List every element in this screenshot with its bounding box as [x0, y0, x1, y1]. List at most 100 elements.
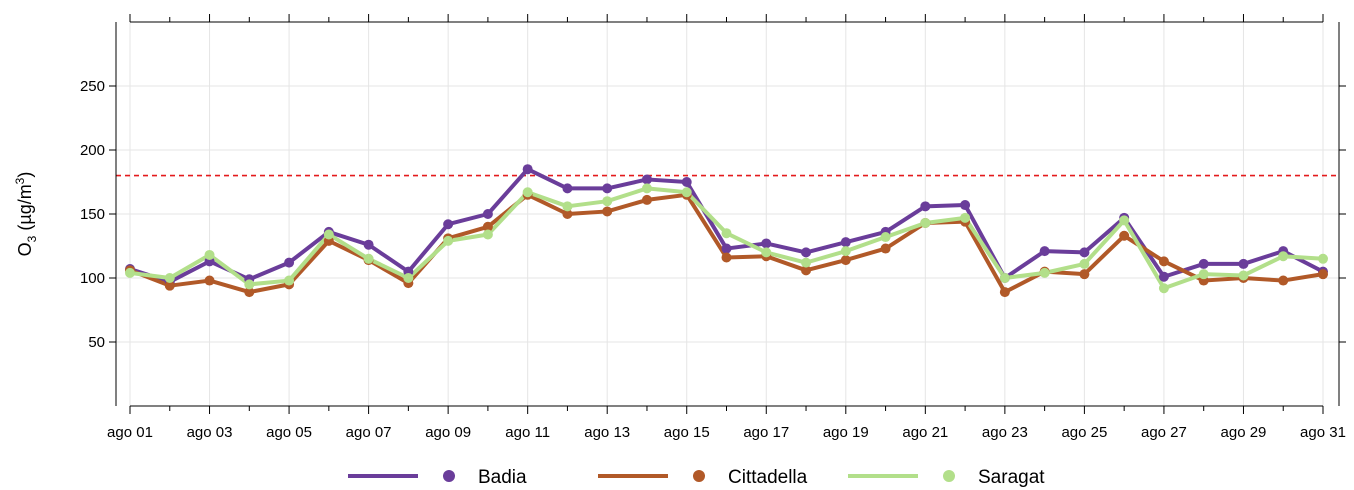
data-point-saragat [880, 232, 891, 243]
data-point-saragat [721, 228, 732, 239]
legend-label-saragat: Saragat [978, 467, 1045, 488]
data-point-cittadella [1278, 275, 1289, 286]
y-axis-title-part: O [15, 242, 35, 256]
legend-swatch-point-badia [443, 470, 455, 482]
data-point-cittadella [164, 280, 175, 291]
x-tick-label: ago 13 [584, 424, 630, 441]
data-point-cittadella [721, 252, 732, 263]
data-point-saragat [363, 253, 374, 264]
data-point-saragat [1158, 283, 1169, 294]
x-tick-label: ago 21 [902, 424, 948, 441]
data-point-saragat [999, 273, 1010, 283]
x-tick-label: ago 31 [1300, 424, 1346, 441]
data-point-saragat [1318, 253, 1328, 264]
x-tick-label: ago 09 [425, 424, 471, 441]
data-point-cittadella [562, 209, 573, 219]
data-point-badia [1039, 246, 1050, 257]
x-tick-label: ago 29 [1221, 424, 1267, 441]
data-point-saragat [1238, 270, 1249, 281]
data-point-badia [1198, 258, 1209, 269]
grid [116, 22, 1339, 406]
data-point-saragat [761, 247, 772, 258]
data-point-cittadella [1158, 256, 1169, 267]
data-point-saragat [204, 249, 215, 260]
legend: Badia Cittadella Saragat [348, 467, 1045, 488]
y-tick-label: 150 [80, 206, 105, 223]
data-point-saragat [323, 229, 334, 240]
data-point-saragat [681, 187, 692, 198]
data-point-cittadella [840, 255, 851, 266]
data-point-saragat [1079, 258, 1090, 269]
legend-swatch-point-cittadella [693, 470, 705, 482]
data-point-saragat [244, 279, 255, 290]
data-point-saragat [641, 183, 652, 194]
data-point-saragat [920, 217, 931, 228]
x-tick-label: ago 27 [1141, 424, 1187, 441]
data-point-badia [920, 201, 931, 212]
data-point-cittadella [1318, 269, 1328, 280]
data-point-saragat [284, 275, 295, 286]
data-point-cittadella [482, 221, 493, 232]
legend-swatch-point-saragat [943, 470, 955, 482]
data-point-saragat [960, 212, 971, 223]
x-tick-label: ago 01 [107, 424, 153, 441]
data-point-cittadella [602, 206, 613, 217]
data-point-saragat [562, 201, 573, 212]
y-axis-title-part: 3 [25, 235, 39, 242]
series-line-cittadella [128, 192, 1325, 295]
data-point-saragat [801, 257, 812, 268]
data-point-saragat [1039, 267, 1050, 278]
data-point-cittadella [999, 287, 1010, 298]
data-point-saragat [1278, 251, 1289, 262]
data-point-badia [1079, 247, 1090, 258]
data-point-saragat [1119, 215, 1130, 226]
x-tick-label: ago 23 [982, 424, 1028, 441]
data-point-cittadella [880, 243, 891, 254]
axes: 50 100 150 200 250 ago 01 ago 03 ago 05 ago 07 ag… [13, 14, 1346, 441]
series-line-saragat [128, 186, 1325, 291]
data-point-saragat [164, 273, 175, 283]
data-point-saragat [403, 273, 414, 283]
x-tick-label: ago 25 [1061, 424, 1107, 441]
data-point-badia [1238, 258, 1249, 269]
data-point-badia [681, 177, 692, 187]
x-tick-label: ago 17 [743, 424, 789, 441]
y-tick-label: 200 [80, 142, 105, 159]
y-tick-label: 250 [80, 78, 105, 95]
data-point-saragat [840, 246, 851, 257]
legend-label-badia: Badia [478, 467, 527, 488]
data-point-badia [562, 183, 573, 194]
data-point-badia [641, 174, 652, 185]
data-point-cittadella [801, 265, 812, 276]
data-point-badia [840, 237, 851, 248]
y-axis-title-part: 3 [13, 177, 27, 184]
y-tick-label: 50 [88, 334, 105, 351]
y-axis-title-part: (µg/m [15, 184, 35, 235]
data-point-badia [801, 247, 812, 258]
y-axis-title-part: ) [15, 172, 35, 178]
data-point-cittadella [641, 194, 652, 205]
data-point-cittadella [204, 275, 215, 286]
series-layer [125, 164, 1328, 298]
data-point-badia [761, 238, 772, 249]
x-tick-label: ago 07 [346, 424, 392, 441]
y-axis-title: O3 (µg/m3) [13, 172, 39, 257]
data-point-badia [1158, 271, 1169, 282]
data-point-badia [522, 164, 533, 175]
x-tick-label: ago 15 [664, 424, 710, 441]
data-point-saragat [1198, 269, 1209, 280]
data-point-badia [482, 209, 493, 219]
data-point-saragat [125, 267, 135, 278]
data-point-cittadella [1079, 269, 1090, 280]
data-point-cittadella [244, 287, 255, 298]
data-point-badia [721, 243, 732, 254]
legend-label-cittadella: Cittadella [728, 467, 808, 488]
data-point-badia [443, 219, 454, 230]
data-point-badia [602, 183, 613, 194]
data-point-saragat [482, 229, 493, 240]
data-point-saragat [602, 196, 613, 207]
data-point-badia [284, 257, 295, 268]
data-point-badia [363, 239, 374, 250]
x-tick-label: ago 03 [187, 424, 233, 441]
